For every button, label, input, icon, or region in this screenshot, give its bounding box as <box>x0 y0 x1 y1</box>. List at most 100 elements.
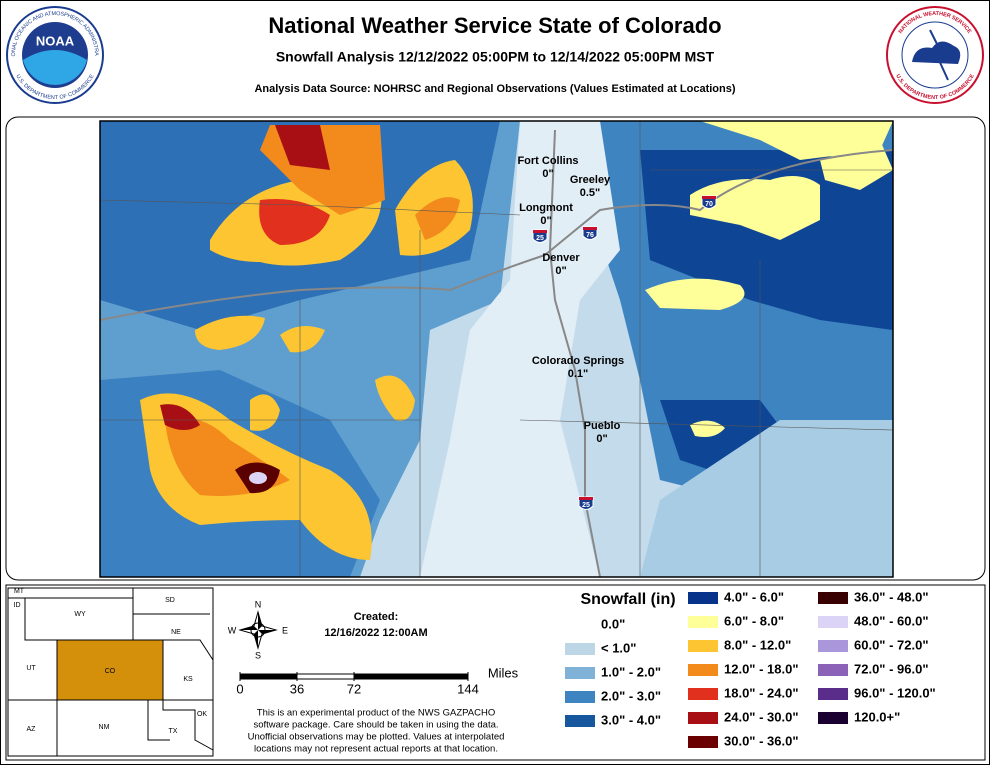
inset-state-label: WY <box>74 611 86 618</box>
legend-label: 96.0" - 120.0" <box>854 685 936 700</box>
interstate-label: 25 <box>582 502 590 509</box>
interstate-shield-top <box>579 497 593 500</box>
noaa-text: NOAA <box>36 33 75 48</box>
legend-label: 48.0" - 60.0" <box>854 613 928 628</box>
legend-label: 2.0" - 3.0" <box>601 688 661 703</box>
inset-state-label: NM <box>99 724 110 731</box>
legend-label: < 1.0" <box>601 640 636 655</box>
legend-swatch <box>818 712 848 724</box>
compass-letter: N <box>255 599 262 609</box>
disclaimer-line: Unofficial observations may be plotted. … <box>248 732 505 743</box>
interstate-shield <box>701 195 717 209</box>
city-snowfall: 0" <box>542 168 553 180</box>
legend-swatch <box>688 592 718 604</box>
map-border <box>99 120 894 578</box>
scale-segment <box>239 673 298 680</box>
legend-label: 12.0" - 18.0" <box>724 661 798 676</box>
inset-state-label: NE <box>171 629 181 636</box>
scale-tick-label: 36 <box>290 681 304 696</box>
legend-swatch <box>688 664 718 676</box>
city-name: Fort Collins <box>517 155 578 167</box>
inset-state-label: CO <box>105 668 116 675</box>
title: National Weather Service State of Colora… <box>268 13 721 38</box>
interstate-shield <box>582 226 598 240</box>
compass-letter: S <box>255 650 261 660</box>
snowfall-map <box>100 121 893 577</box>
legend-swatch <box>565 691 595 703</box>
city-snowfall: 0" <box>596 433 607 445</box>
legend-label: 60.0" - 72.0" <box>854 637 928 652</box>
legend-label: 0.0" <box>601 616 625 631</box>
legend-label: 72.0" - 96.0" <box>854 661 928 676</box>
city-snowfall: 0" <box>540 215 551 227</box>
compass-rose <box>238 610 278 650</box>
inset-state-label: OK <box>197 711 207 718</box>
legend-swatch <box>565 715 595 727</box>
legend-swatch <box>818 616 848 628</box>
disclaimer-line: software package. Care should be taken i… <box>253 720 498 731</box>
legend-label: 4.0" - 6.0" <box>724 589 784 604</box>
inset-state-label: KS <box>183 676 193 683</box>
inset-state-label: ID <box>14 602 21 609</box>
interstate-label: 76 <box>586 232 594 239</box>
city-snowfall: 0" <box>555 265 566 277</box>
scale-unit: Miles <box>488 665 519 680</box>
city-name: Colorado Springs <box>532 355 624 367</box>
city-name: Longmont <box>519 202 573 214</box>
legend-label: 30.0" - 36.0" <box>724 733 798 748</box>
disclaimer-line: This is an experimental product of the N… <box>257 708 495 719</box>
interstate-label: 25 <box>536 235 544 242</box>
source: Analysis Data Source: NOHRSC and Regiona… <box>254 83 735 95</box>
legend-label: 8.0" - 12.0" <box>724 637 791 652</box>
inset-state-label: MT <box>14 588 25 595</box>
interstate-shield <box>532 229 548 243</box>
city-snowfall: 0.1" <box>568 368 589 380</box>
interstate-shield-top <box>583 227 597 230</box>
city-name: Greeley <box>570 174 611 186</box>
inset-state-label: AZ <box>27 726 37 733</box>
city-name: Pueblo <box>584 420 621 432</box>
interstate-label: 70 <box>705 201 713 208</box>
inset-state-label: SD <box>165 597 175 604</box>
legend-swatch <box>565 619 595 631</box>
legend-swatch <box>565 667 595 679</box>
legend-title: Snowfall (in) <box>580 591 675 608</box>
inset-state-label: UT <box>26 665 36 672</box>
compass-letter: W <box>228 625 237 635</box>
legend-swatch <box>688 640 718 652</box>
subtitle: Snowfall Analysis 12/12/2022 05:00PM to … <box>276 49 715 65</box>
created-date: 12/16/2022 12:00AM <box>324 627 427 639</box>
city-snowfall: 0.5" <box>580 187 601 199</box>
legend-swatch <box>818 688 848 700</box>
city-name: Denver <box>542 252 580 264</box>
inset-map <box>7 587 214 757</box>
legend-label: 36.0" - 48.0" <box>854 589 928 604</box>
legend-label: 120.0+" <box>854 709 900 724</box>
legend-label: 6.0" - 8.0" <box>724 613 784 628</box>
legend-label: 3.0" - 4.0" <box>601 712 661 727</box>
legend-swatch <box>688 616 718 628</box>
scale-segment <box>353 673 469 680</box>
disclaimer-line: locations may not represent actual repor… <box>254 744 498 755</box>
legend-swatch <box>565 643 595 655</box>
legend-swatch <box>688 736 718 748</box>
interstate-shield <box>578 496 594 510</box>
legend-label: 18.0" - 24.0" <box>724 685 798 700</box>
scale-segment <box>296 673 355 680</box>
legend-label: 24.0" - 30.0" <box>724 709 798 724</box>
legend-label: 1.0" - 2.0" <box>601 664 661 679</box>
interstate-shield-top <box>702 196 716 199</box>
legend-swatch <box>818 640 848 652</box>
inset-state-label: TX <box>169 728 178 735</box>
compass-letter: E <box>282 625 288 635</box>
scale-tick-label: 0 <box>236 681 243 696</box>
nws-logo: NATIONAL WEATHER SERVICE U.S. DEPARTMENT… <box>886 6 984 104</box>
created-label: Created: <box>354 611 399 623</box>
legend-swatch <box>818 592 848 604</box>
legend-swatch <box>688 688 718 700</box>
scale-tick-label: 144 <box>457 681 479 696</box>
scale-tick-label: 72 <box>347 681 361 696</box>
legend-swatch <box>688 712 718 724</box>
interstate-shield-top <box>533 230 547 233</box>
